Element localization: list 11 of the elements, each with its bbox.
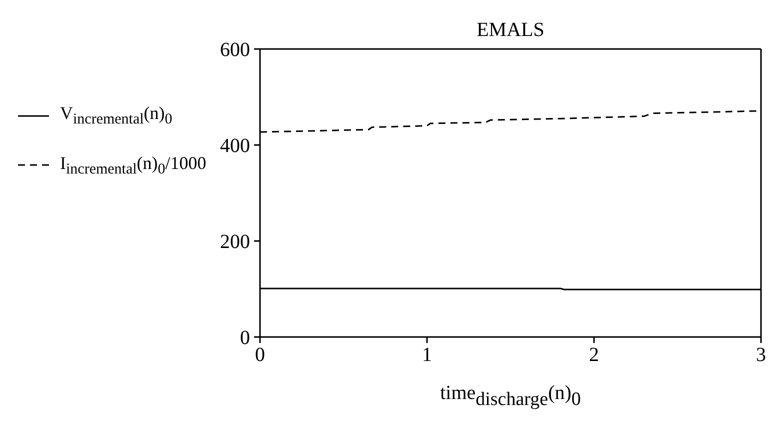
x-tick-label: 2 — [589, 344, 599, 366]
x-tick-label: 1 — [422, 344, 432, 366]
y-tick-label: 0 — [240, 327, 250, 350]
x-tick-label: 0 — [255, 344, 265, 366]
x-tick-label: 3 — [756, 344, 766, 366]
y-tick-label: 400 — [220, 135, 250, 158]
y-tick-label: 200 — [220, 231, 250, 254]
chart-title: EMALS — [476, 19, 544, 41]
legend-label: V$_{incremental}$(n)$_{0}$ — [60, 103, 172, 129]
y-tick-label: 600 — [220, 39, 250, 62]
legend-label: I$_{incremental}$(n)$_{0}$/1000 — [60, 152, 206, 178]
